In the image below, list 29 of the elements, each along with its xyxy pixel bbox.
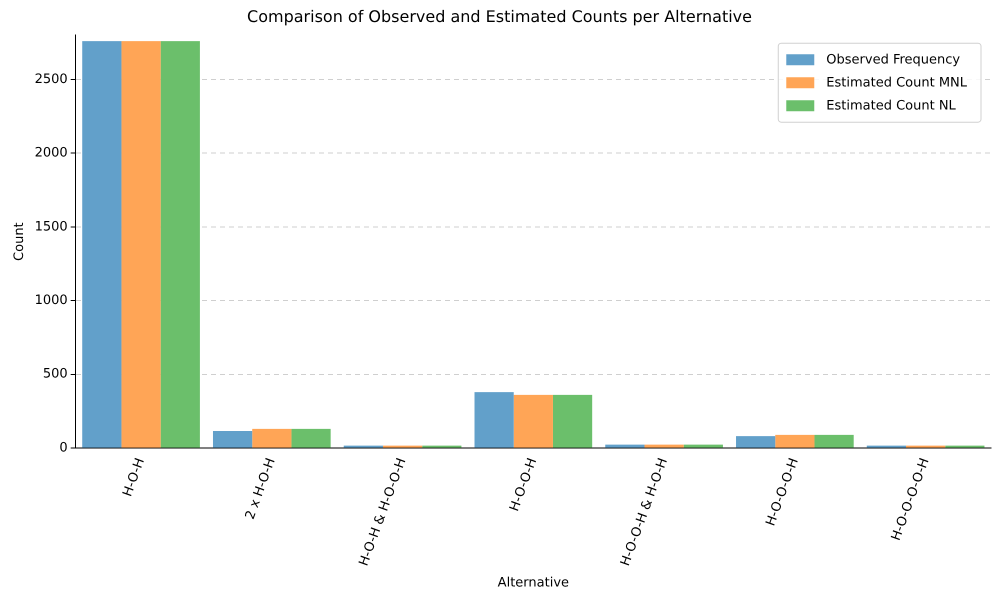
x-axis-title: Alternative [498,576,570,591]
x-tick-label: H-O-H [120,456,148,499]
bar [684,444,723,448]
bar [121,41,161,448]
x-tick-label: 2 x H-O-H [242,456,279,522]
y-tick-label: 1000 [34,293,68,308]
y-tick-label: 2000 [34,146,68,161]
bar [552,394,592,448]
bar [160,41,200,448]
y-axis-title: Count [12,222,28,261]
y-tick-label: 2500 [34,72,68,87]
bar [736,436,776,448]
legend-label: Estimated Count MNL [826,76,968,91]
bar [82,41,122,448]
bar [252,428,292,448]
bar [212,430,252,448]
bar [291,428,331,448]
y-tick-label: 500 [42,366,68,382]
legend-label: Estimated Count NL [826,98,957,114]
chart-title: Comparison of Observed and Estimated Counts per Alternative [247,6,752,26]
bar [605,444,644,448]
y-tick-label: 1500 [34,219,68,234]
bar [644,444,684,448]
bar [814,434,854,448]
y-tick-label: 0 [59,440,68,456]
bar [514,394,553,448]
bar [474,392,514,448]
bar [775,434,814,448]
legend-label: Observed Frequency [826,52,960,68]
